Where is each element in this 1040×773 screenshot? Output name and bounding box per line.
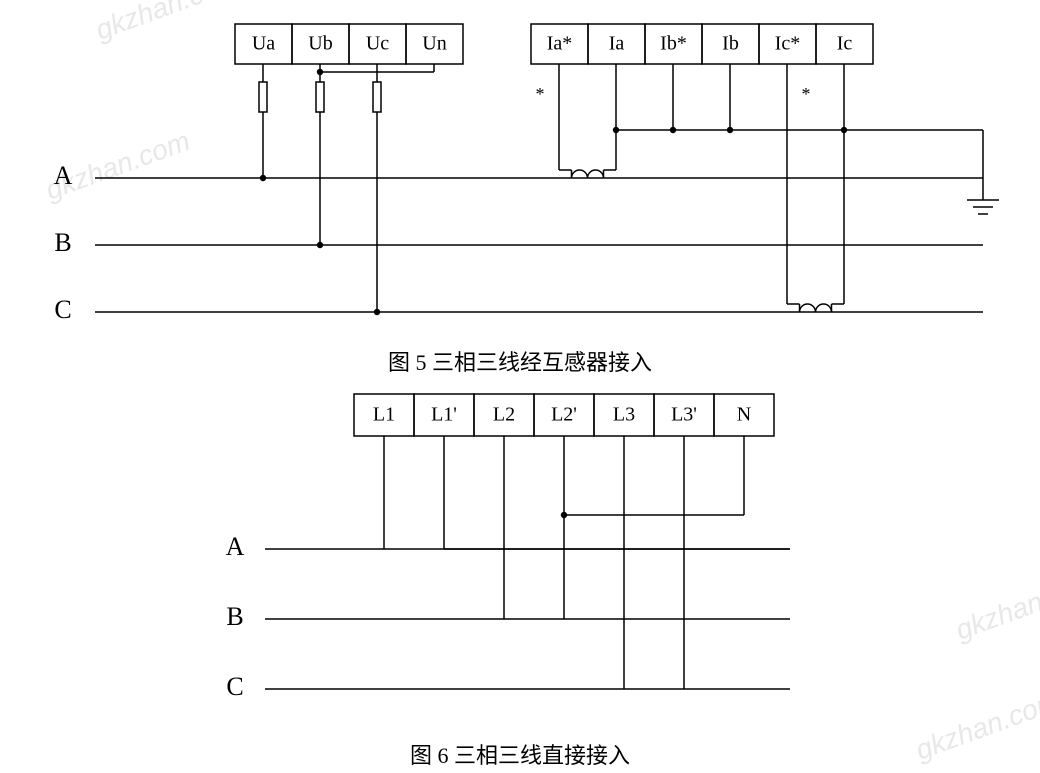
fuse-icon <box>373 82 381 112</box>
fig6-phase-label: A <box>226 532 245 561</box>
fig6-terminal-label: L1' <box>431 404 457 426</box>
junction-dot <box>374 309 380 315</box>
fig6-terminal-label: L2' <box>551 404 577 426</box>
junction-dot <box>727 127 733 133</box>
figure-6: L1 L1' L2 L2' L3 L3' N A B C 图 6 三相三线直接接入 <box>226 394 790 768</box>
fig6-phase-label: B <box>226 602 243 631</box>
fig5-voltage-terminal-label: Ua <box>252 33 275 55</box>
ct-coil-icon <box>588 170 604 178</box>
polarity-mark: * <box>536 84 545 104</box>
fig6-phase-label: C <box>226 672 243 701</box>
watermark: gkzhan.com <box>951 565 1040 646</box>
fig5-caption: 图 5 三相三线经互感器接入 <box>388 350 652 375</box>
fig5-voltage-terminal-label: Uc <box>366 33 389 55</box>
fig5-voltage-terminal-label: Ub <box>308 33 332 55</box>
fig5-current-terminal-label: Ic <box>837 33 853 55</box>
fig5-current-terminal-label: Ia <box>609 33 625 55</box>
fig5-current-terminal-label: Ic* <box>775 33 801 55</box>
fig5-current-terminal-label: Ia* <box>547 33 573 55</box>
fig5-phase-label: B <box>54 228 71 257</box>
figure-5: Ua Ub Uc Un Ia* Ia Ib* Ib Ic* Ic A B C * * 图 5 三相三线经互感器… <box>54 24 999 375</box>
junction-dot <box>317 69 323 75</box>
junction-dot <box>841 127 847 133</box>
watermark: gkzhan.com <box>91 0 243 46</box>
fig6-terminal-label: L2 <box>493 404 515 426</box>
junction-dot <box>613 127 619 133</box>
fig5-voltage-terminal-label: Un <box>422 33 446 55</box>
fig6-terminal-label: L3 <box>613 404 635 426</box>
watermark: gkzhan.com <box>911 685 1040 766</box>
fig5-current-terminal-label: Ib* <box>660 33 687 55</box>
junction-dot <box>317 242 323 248</box>
fig5-phase-label: A <box>54 161 73 190</box>
fig6-terminal-label: N <box>737 404 751 426</box>
junction-dot <box>260 175 266 181</box>
junction-dot <box>670 127 676 133</box>
fig6-caption: 图 6 三相三线直接接入 <box>410 743 630 768</box>
fuse-icon <box>259 82 267 112</box>
ct-coil-icon <box>572 170 588 178</box>
fuse-icon <box>316 82 324 112</box>
polarity-mark: * <box>802 84 811 104</box>
fig6-terminal-label: L3' <box>671 404 697 426</box>
ct-coil-icon <box>816 304 832 312</box>
fig5-current-terminal-label: Ib <box>722 33 739 55</box>
fig6-terminal-label: L1 <box>373 404 395 426</box>
fig5-phase-label: C <box>54 295 71 324</box>
ct-coil-icon <box>800 304 816 312</box>
